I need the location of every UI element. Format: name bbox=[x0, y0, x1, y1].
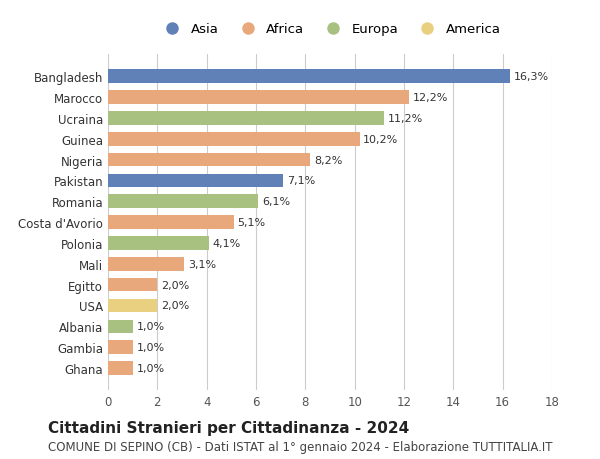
Bar bbox=[108, 112, 384, 125]
Bar bbox=[108, 257, 184, 271]
Text: 12,2%: 12,2% bbox=[413, 93, 448, 103]
Bar bbox=[108, 216, 234, 230]
Text: COMUNE DI SEPINO (CB) - Dati ISTAT al 1° gennaio 2024 - Elaborazione TUTTITALIA.: COMUNE DI SEPINO (CB) - Dati ISTAT al 1°… bbox=[48, 440, 553, 453]
Bar bbox=[108, 91, 409, 105]
Text: 4,1%: 4,1% bbox=[213, 238, 241, 248]
Text: 2,0%: 2,0% bbox=[161, 280, 189, 290]
Bar bbox=[108, 278, 157, 292]
Text: 3,1%: 3,1% bbox=[188, 259, 216, 269]
Bar bbox=[108, 299, 157, 313]
Text: 1,0%: 1,0% bbox=[136, 342, 164, 353]
Text: 6,1%: 6,1% bbox=[262, 197, 290, 207]
Text: 8,2%: 8,2% bbox=[314, 155, 343, 165]
Text: 2,0%: 2,0% bbox=[161, 301, 189, 311]
Text: 7,1%: 7,1% bbox=[287, 176, 315, 186]
Bar bbox=[108, 153, 310, 167]
Bar bbox=[108, 195, 259, 208]
Text: 10,2%: 10,2% bbox=[363, 134, 398, 145]
Text: 16,3%: 16,3% bbox=[514, 72, 549, 82]
Bar bbox=[108, 361, 133, 375]
Legend: Asia, Africa, Europa, America: Asia, Africa, Europa, America bbox=[154, 18, 506, 42]
Bar bbox=[108, 174, 283, 188]
Bar bbox=[108, 320, 133, 333]
Bar bbox=[108, 237, 209, 250]
Bar bbox=[108, 70, 510, 84]
Text: Cittadini Stranieri per Cittadinanza - 2024: Cittadini Stranieri per Cittadinanza - 2… bbox=[48, 420, 409, 435]
Text: 1,0%: 1,0% bbox=[136, 322, 164, 331]
Bar bbox=[108, 341, 133, 354]
Text: 11,2%: 11,2% bbox=[388, 114, 423, 123]
Text: 1,0%: 1,0% bbox=[136, 363, 164, 373]
Text: 5,1%: 5,1% bbox=[238, 218, 266, 228]
Bar bbox=[108, 133, 359, 146]
